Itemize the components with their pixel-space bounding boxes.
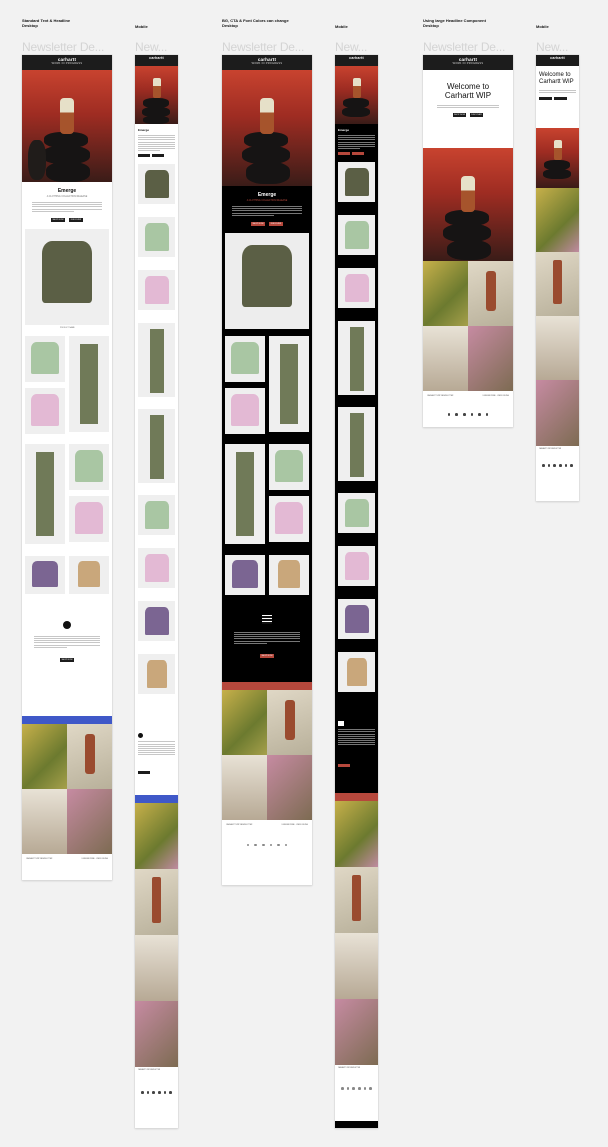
logo[interactable]: carhartt <box>458 57 478 62</box>
discover-button[interactable] <box>554 97 567 101</box>
frame-label-colors-mobile: Mobile <box>335 24 348 29</box>
logo[interactable]: carhartt <box>257 57 277 62</box>
headline-line-1: Welcome to <box>446 82 490 91</box>
product-pink-hoodie-2[interactable] <box>69 495 109 542</box>
discover-button[interactable] <box>152 154 164 158</box>
social-icons[interactable] <box>338 1087 375 1090</box>
shop-now-button[interactable]: SHOP NOW <box>51 217 65 222</box>
section-title: Emerge <box>138 128 150 132</box>
frame-title-standard-mobile: New... <box>135 40 168 54</box>
product-pink-hoodie[interactable] <box>25 387 65 434</box>
email-standard-mobile: carhartt Emerge CARHARTT WIP NEWSLETTE <box>135 55 178 1128</box>
frame-label-standard-mobile: Mobile <box>135 24 148 29</box>
product-caption: PRODUCT NAME <box>60 326 75 329</box>
brand-emblem-icon <box>138 733 143 739</box>
product-overalls[interactable] <box>69 335 109 432</box>
social-icons[interactable] <box>539 464 576 467</box>
frame-label-headline-desktop: Using large Headline Component Desktop <box>423 18 486 28</box>
logo[interactable]: carhartt <box>550 56 565 60</box>
product-green-shirt-2[interactable] <box>69 443 109 490</box>
logo[interactable]: carhartt <box>349 56 364 60</box>
logo[interactable]: carhartt <box>149 56 164 60</box>
logo-subtitle: WORK IN PROGRESS <box>51 62 83 65</box>
hero-photo <box>22 70 112 182</box>
product-green-shirt[interactable] <box>25 335 65 382</box>
logo[interactable]: carhartt <box>57 57 77 62</box>
shop-now-button[interactable] <box>539 97 552 101</box>
frame-label-colors-desktop: BG, CTA & Font Colors can change Desktop <box>222 18 289 28</box>
section-title: Emerge <box>257 192 277 198</box>
social-icons[interactable] <box>427 413 509 416</box>
footer-text: CARHARTT WIP NEWSLETTER <box>226 823 253 826</box>
headline-line-1: Welcome to <box>539 72 571 78</box>
product-purple-jacket[interactable] <box>25 555 65 594</box>
lifestyle-grid <box>22 723 112 854</box>
footer-text: CARHARTT WIP NEWSLETTER <box>26 857 53 860</box>
social-icons[interactable] <box>138 1091 175 1094</box>
discover-button[interactable] <box>352 152 364 156</box>
footer-links[interactable]: UNSUBSCRIBE · VIEW ONLINE <box>281 823 308 826</box>
logo-subtitle: WORK IN PROGRESS <box>452 62 484 65</box>
product-overalls-2[interactable] <box>25 443 65 544</box>
footer-text: CARHARTT WIP NEWSLETTER <box>539 449 562 450</box>
footer-text: CARHARTT WIP NEWSLETTER <box>427 395 454 397</box>
email-colors-mobile: carhartt Emerge CARHARTT WIP NEWSLETTER <box>335 55 378 1128</box>
logo-subtitle: WORK IN PROGRESS <box>251 62 283 65</box>
product-vest[interactable] <box>69 555 109 594</box>
headline-line-2: Carhartt WIP <box>539 79 574 85</box>
blue-banner <box>135 795 178 804</box>
product-jacket-large[interactable] <box>25 228 109 325</box>
discover-button[interactable]: DISCOVER <box>69 217 83 222</box>
frame-title-colors-desktop: Newsletter De... <box>222 40 305 54</box>
frame-title-colors-mobile: New... <box>335 40 368 54</box>
footer-text: CARHARTT WIP NEWSLETTER <box>138 1070 161 1072</box>
cta-button[interactable]: SHOP NOW <box>60 657 74 662</box>
section-title: Emerge <box>338 128 350 132</box>
frame-label-standard-desktop: Standard Text & Headline Desktop <box>22 18 71 28</box>
footer-links[interactable]: UNSUBSCRIBE · VIEW ONLINE <box>482 395 509 397</box>
section-subtitle: A CLOTHING COLLECTION RELEASE <box>46 196 88 198</box>
cta-button[interactable] <box>338 764 350 768</box>
brand-flag-icon <box>338 721 344 727</box>
brand-emblem-icon <box>63 620 71 629</box>
discover-button[interactable]: DISCOVER <box>470 113 483 118</box>
brand-flag-icon <box>262 614 272 624</box>
discover-button[interactable]: DISCOVER <box>269 221 283 226</box>
shop-now-button[interactable] <box>338 152 350 156</box>
footer-links[interactable]: UNSUBSCRIBE · VIEW ONLINE <box>81 857 108 860</box>
shop-now-button[interactable]: SHOP NOW <box>251 221 265 226</box>
frame-title-standard-desktop: Newsletter De... <box>22 40 105 54</box>
frame-label-headline-mobile: Mobile <box>536 24 549 29</box>
frame-title-headline-desktop: Newsletter De... <box>423 40 506 54</box>
email-colors-desktop: carhartt WORK IN PROGRESS Emerge A CLOTH… <box>222 55 312 885</box>
section-subtitle: A CLOTHING COLLECTION RELEASE <box>246 200 288 202</box>
cta-button[interactable] <box>138 771 150 775</box>
social-icons[interactable] <box>226 843 308 847</box>
section-title: Emerge <box>57 188 77 194</box>
email-standard-desktop: carhartt WORK IN PROGRESS Emerge A CLOTH… <box>22 55 112 880</box>
red-banner <box>222 681 312 690</box>
shop-now-button[interactable] <box>138 154 150 158</box>
email-headline-mobile: carhartt Welcome to Carhartt WIP CARHART… <box>536 55 579 501</box>
footer-text: CARHARTT WIP NEWSLETTER <box>338 1068 361 1070</box>
red-banner <box>335 793 378 802</box>
cta-button[interactable]: SHOP NOW <box>260 653 274 658</box>
email-headline-desktop: carhartt WORK IN PROGRESS Welcome to Car… <box>423 55 513 427</box>
frame-title-headline-mobile: New... <box>536 40 569 54</box>
shop-now-button[interactable]: SHOP NOW <box>453 113 466 118</box>
blue-banner <box>22 715 112 724</box>
headline-line-2: Carhartt WIP <box>444 91 492 100</box>
email-header: carhartt WORK IN PROGRESS <box>22 55 112 70</box>
